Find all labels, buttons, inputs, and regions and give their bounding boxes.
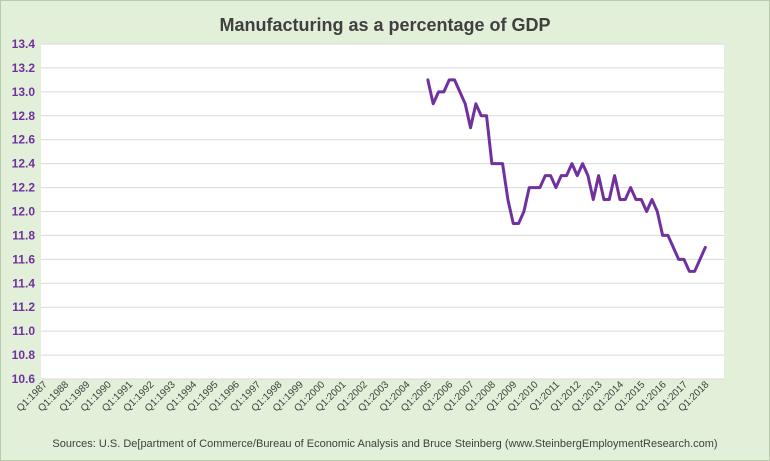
chart-title: Manufacturing as a percentage of GDP <box>219 15 550 35</box>
y-tick-label: 10.8 <box>12 348 36 362</box>
series-line <box>426 78 707 273</box>
y-tick-label: 11.0 <box>12 324 35 338</box>
y-tick-label: 12.2 <box>12 181 36 195</box>
y-tick-label: 11.8 <box>12 228 35 242</box>
y-tick-label: 12.8 <box>12 109 36 123</box>
y-axis: 13.4 13.2 13.0 12.8 12.6 12.4 12.2 12.0 11.8 11.6… <box>12 37 36 386</box>
y-tick-label: 12.4 <box>12 157 36 171</box>
y-tick-label: 12.0 <box>12 205 36 219</box>
y-tick-label: 11.4 <box>12 276 35 290</box>
y-tick-label: 13.2 <box>12 61 36 75</box>
gridlines <box>41 43 724 380</box>
source-note: Sources: U.S. De[partment of Commerce/Bu… <box>52 438 717 450</box>
series-layer <box>426 78 707 273</box>
x-axis: Q1:1987Q1:1988Q1:1989Q1:1990Q1:1991Q1:19… <box>15 379 712 414</box>
y-tick-label: 12.6 <box>12 133 36 147</box>
y-tick-label: 10.6 <box>12 372 36 386</box>
y-tick-label: 13.4 <box>12 37 36 51</box>
y-tick-label: 13.0 <box>12 85 36 99</box>
y-tick-label: 11.2 <box>12 300 35 314</box>
y-tick-label: 11.6 <box>12 252 35 266</box>
